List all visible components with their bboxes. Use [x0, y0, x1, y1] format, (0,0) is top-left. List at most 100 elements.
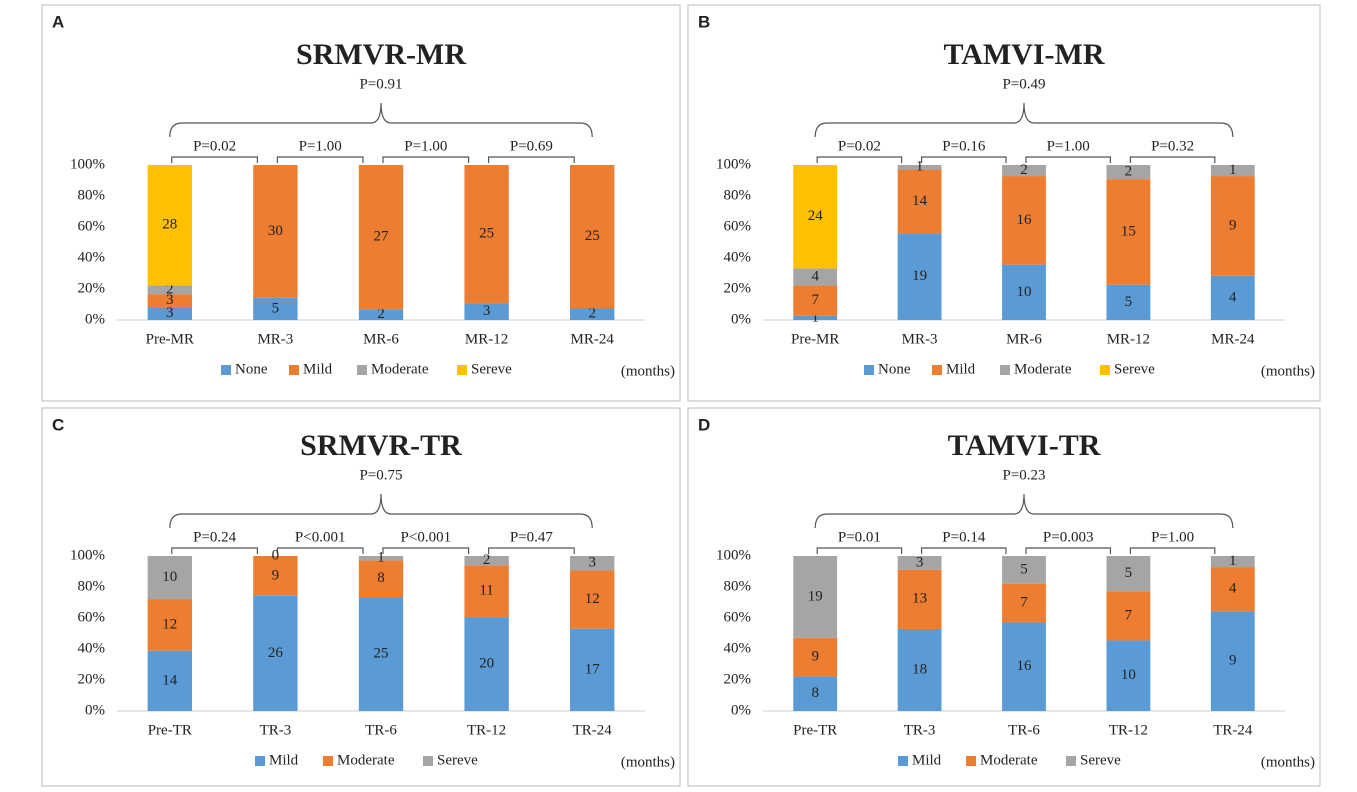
bar-segment [147, 307, 192, 320]
data-label: 18 [912, 661, 927, 677]
bar-segment [1210, 165, 1255, 177]
y-tick-label: 80% [78, 187, 106, 203]
chart-title: TAMVI-TR [948, 429, 1101, 462]
bar-segment [1002, 583, 1046, 623]
pair-p: P=0.47 [510, 529, 554, 545]
data-label: 1 [916, 159, 924, 175]
x-tick-label: Pre-MR [791, 331, 839, 347]
data-label: 9 [272, 567, 280, 583]
data-label: 16 [1017, 212, 1033, 228]
bar-segment [1210, 611, 1255, 711]
legend-label: Sereve [471, 361, 512, 377]
bar-segment [1210, 275, 1255, 320]
panel-frame [687, 4, 1321, 402]
overall-bracket [169, 102, 593, 138]
pair-bracket [276, 547, 364, 554]
pair-bracket [382, 547, 470, 554]
x-tick-label: Pre-MR [146, 331, 194, 347]
bar-segment [358, 556, 404, 561]
y-tick-label: 60% [78, 218, 106, 234]
data-label: 9 [1229, 653, 1237, 669]
data-label: 2 [1125, 163, 1133, 179]
bar-segment [147, 556, 192, 600]
bar-segment [147, 285, 192, 295]
bar-segment [253, 165, 298, 298]
legend-label: Moderate [337, 752, 395, 768]
pair-p: P=1.00 [1047, 138, 1090, 154]
bar-segment [464, 303, 509, 320]
legend-label: Mild [303, 361, 333, 377]
bar-segment [147, 599, 192, 651]
data-label: 30 [268, 223, 283, 239]
y-tick-label: 40% [724, 249, 752, 265]
bar-segment [1210, 567, 1255, 612]
pair-bracket [816, 156, 903, 163]
data-label: 5 [1020, 561, 1028, 577]
bar-segment [464, 617, 509, 711]
y-tick-label: 60% [724, 609, 752, 625]
bar-segment [793, 676, 838, 711]
legend-swatch [1066, 756, 1076, 766]
bar-segment [1002, 556, 1046, 584]
data-label: 1 [1229, 553, 1237, 569]
y-tick-label: 60% [724, 218, 752, 234]
y-tick-label: 100% [70, 547, 105, 563]
y-tick-label: 80% [78, 578, 106, 594]
y-tick-label: 0% [731, 311, 751, 327]
pair-bracket [171, 547, 258, 554]
bar-segment [464, 565, 509, 618]
legend-label: Moderate [1014, 361, 1072, 377]
y-tick-label: 20% [78, 280, 106, 296]
pair-p: P<0.001 [295, 529, 346, 545]
pair-p: P=0.69 [510, 138, 553, 154]
x-tick-label: TR-3 [260, 722, 292, 738]
bar-segment [1106, 284, 1151, 320]
panel-letter: C [52, 415, 64, 434]
panel-frame [41, 407, 681, 787]
y-tick-label: 0% [85, 311, 105, 327]
x-tick-label: TR-24 [573, 722, 613, 738]
data-label: 28 [162, 217, 177, 233]
legend-label: Mild [912, 752, 942, 768]
pair-p: P=0.02 [193, 138, 236, 154]
data-label: 7 [811, 292, 819, 308]
bar-segment [793, 285, 838, 316]
pair-bracket [1025, 156, 1111, 163]
y-tick-label: 0% [85, 702, 105, 718]
legend-label: Mild [269, 752, 299, 768]
overall-bracket [814, 493, 1234, 529]
legend-swatch [1100, 365, 1110, 375]
bar-segment [358, 560, 404, 598]
bar-segment [1106, 165, 1151, 180]
data-label: 2 [1020, 162, 1028, 178]
overall-bracket [169, 493, 593, 529]
chart-title: SRMVR-MR [296, 38, 466, 71]
legend-swatch [255, 756, 265, 766]
x-tick-label: MR-3 [257, 331, 293, 347]
legend-swatch [221, 365, 231, 375]
y-tick-label: 20% [724, 671, 752, 687]
legend-label: None [878, 361, 911, 377]
bar-segment [570, 570, 615, 629]
x-tick-label: MR-24 [571, 331, 615, 347]
bar-segment [793, 165, 838, 269]
bar-segment [793, 556, 838, 638]
data-label: 3 [916, 554, 924, 570]
chart-title: TAMVI-MR [943, 38, 1104, 71]
bar-segment [793, 637, 838, 677]
bar-segment [147, 294, 192, 308]
y-tick-label: 0% [731, 702, 751, 718]
overall-p: P=0.75 [359, 467, 402, 483]
data-label: 13 [912, 591, 927, 607]
data-label: 2 [166, 281, 174, 297]
x-tick-label: TR-24 [1213, 722, 1253, 738]
data-label: 5 [1125, 294, 1133, 310]
bar-segment [1106, 640, 1151, 711]
overall-bracket [814, 102, 1234, 138]
pair-bracket [921, 156, 1007, 163]
bar-segment [897, 628, 942, 711]
data-label: 25 [479, 226, 494, 242]
data-label: 7 [1020, 594, 1028, 610]
y-tick-label: 80% [724, 187, 752, 203]
legend-label: Mild [946, 361, 976, 377]
